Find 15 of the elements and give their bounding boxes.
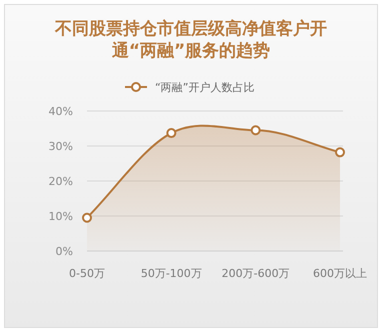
y-tick-label: 30% bbox=[48, 140, 73, 153]
y-tick-label: 10% bbox=[48, 210, 73, 223]
x-tick-label: 0-50万 bbox=[69, 267, 105, 280]
y-tick-label: 40% bbox=[48, 105, 73, 118]
y-tick-label: 0% bbox=[56, 245, 73, 258]
point bbox=[166, 128, 176, 138]
x-tick-label: 50万-100万 bbox=[140, 267, 202, 280]
legend-label: “两融”开户人数占比 bbox=[155, 81, 254, 94]
x-tick-label: 600万以上 bbox=[313, 267, 367, 280]
x-tick-label: 200万-600万 bbox=[222, 267, 290, 280]
y-tick-label: 20% bbox=[48, 175, 73, 188]
point bbox=[82, 212, 92, 223]
point bbox=[250, 125, 261, 136]
point bbox=[335, 147, 345, 158]
chart-title: 不同股票持仓市值层级高净值客户开通“两融”服务的趋势 bbox=[54, 18, 328, 62]
